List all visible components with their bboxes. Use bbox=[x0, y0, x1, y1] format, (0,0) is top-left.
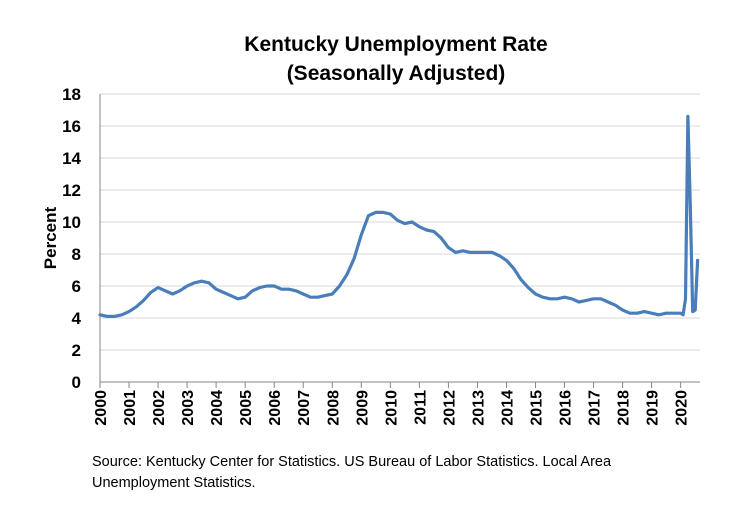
y-tick-label: 18 bbox=[62, 85, 81, 104]
x-tick-label: 2020 bbox=[674, 390, 691, 426]
x-tick-label: 2005 bbox=[238, 390, 255, 426]
series-layer bbox=[98, 114, 700, 318]
x-tick-label: 2007 bbox=[296, 390, 313, 426]
x-tick-label: 2011 bbox=[412, 390, 429, 425]
y-tick-label: 10 bbox=[62, 213, 81, 232]
x-tick-label: 2010 bbox=[383, 390, 400, 426]
y-tick-label: 4 bbox=[72, 309, 82, 328]
y-tick-labels: 0 2 4 6 8 10 12 14 16 18 bbox=[62, 85, 81, 392]
y-tick-label: 2 bbox=[72, 341, 81, 360]
source-note: Source: Kentucky Center for Statistics. … bbox=[92, 454, 612, 491]
x-tick-label: 2017 bbox=[587, 390, 604, 426]
x-tick-labels: 2000 2001 2002 2003 2004 2005 2006 2007 2008 2009… bbox=[93, 390, 691, 426]
x-tick-label: 2019 bbox=[645, 390, 662, 426]
x-tick-label: 2000 bbox=[93, 390, 110, 426]
series-line-unemployment-rate bbox=[98, 114, 700, 318]
x-tick-label: 2015 bbox=[528, 390, 545, 426]
y-tick-label: 16 bbox=[62, 117, 81, 136]
chart-subtitle: (Seasonally Adjusted) bbox=[287, 62, 506, 85]
x-tick-label: 2001 bbox=[122, 390, 139, 426]
x-tick-label: 2016 bbox=[558, 390, 575, 426]
x-tick-label: 2009 bbox=[354, 390, 371, 426]
y-axis-title: Percent bbox=[41, 206, 60, 269]
y-tick-label: 12 bbox=[62, 181, 81, 200]
x-tick-label: 2012 bbox=[441, 390, 458, 426]
x-tick-label: 2004 bbox=[209, 390, 226, 426]
y-tick-label: 8 bbox=[72, 245, 81, 264]
x-tick-label: 2003 bbox=[180, 390, 197, 426]
x-tick-label: 2008 bbox=[325, 390, 342, 426]
axes bbox=[99, 94, 700, 388]
x-tick-label: 2018 bbox=[616, 390, 633, 426]
y-tick-label: 14 bbox=[62, 149, 81, 168]
x-tick-label: 2002 bbox=[151, 390, 168, 426]
chart-title: Kentucky Unemployment Rate bbox=[244, 33, 547, 56]
y-tick-label: 6 bbox=[72, 277, 81, 296]
x-tick-label: 2013 bbox=[470, 390, 487, 426]
y-tick-label: 0 bbox=[72, 373, 81, 392]
x-tick-label: 2014 bbox=[499, 390, 516, 426]
x-tick-label: 2006 bbox=[267, 390, 284, 426]
